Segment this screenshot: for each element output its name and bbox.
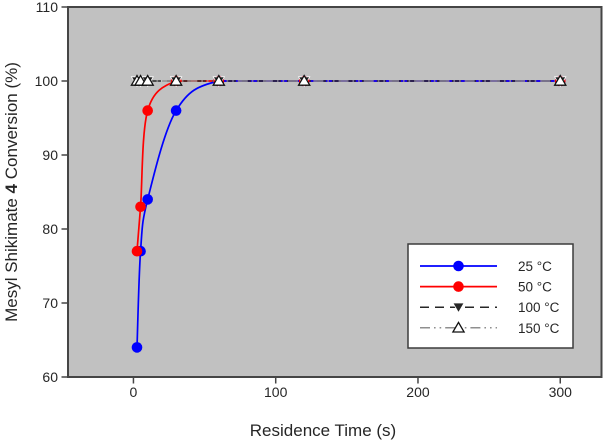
y-tick-label-80: 80 <box>42 221 58 237</box>
legend-label-50C: 50 °C <box>518 280 552 295</box>
legend-label-150C: 150 °C <box>518 321 560 336</box>
legend-label-100C: 100 °C <box>518 300 560 315</box>
y-axis-title-suffix: Conversion (%) <box>2 62 21 184</box>
data-point-150C-30 <box>169 74 183 86</box>
data-point-50C-5 <box>135 201 146 213</box>
data-point-150C-10 <box>140 74 155 86</box>
legend-label-25C: 25 °C <box>518 259 552 274</box>
y-tick-label-100: 100 <box>35 73 59 89</box>
legend-marker-25C <box>453 260 464 272</box>
plot-frame <box>67 6 603 378</box>
x-tick-label-300: 300 <box>549 384 573 400</box>
y-tick-label-90: 90 <box>42 147 58 163</box>
data-point-25C-2.5 <box>131 342 143 353</box>
data-point-25C-10 <box>142 194 153 205</box>
x-tick-label-200: 200 <box>406 384 430 400</box>
x-tick-label-0: 0 <box>130 384 138 400</box>
y-tick-label-70: 70 <box>42 295 58 311</box>
legend-marker-100C <box>452 302 465 314</box>
y-tick-label-110: 110 <box>36 0 59 15</box>
x-tick-label-100: 100 <box>264 384 288 400</box>
data-point-150C-120 <box>297 74 311 86</box>
data-point-50C-10 <box>142 105 153 116</box>
y-tick-label-60: 60 <box>42 369 58 385</box>
y-axis-title-prefix: Mesyl Shikimate <box>2 193 21 321</box>
data-point-25C-30 <box>170 105 182 116</box>
legend-marker-50C <box>453 281 464 292</box>
legend-marker-150C <box>451 321 466 333</box>
data-point-150C-60 <box>212 74 226 86</box>
data-point-50C-2.5 <box>131 245 143 257</box>
data-point-150C-300 <box>553 74 567 86</box>
y-axis-title: Mesyl Shikimate 4 Conversion (%) <box>2 62 21 322</box>
legend-box <box>407 243 574 349</box>
x-axis-title: Residence Time (s) <box>250 421 396 440</box>
y-axis-title-bold-4: 4 <box>2 183 21 193</box>
